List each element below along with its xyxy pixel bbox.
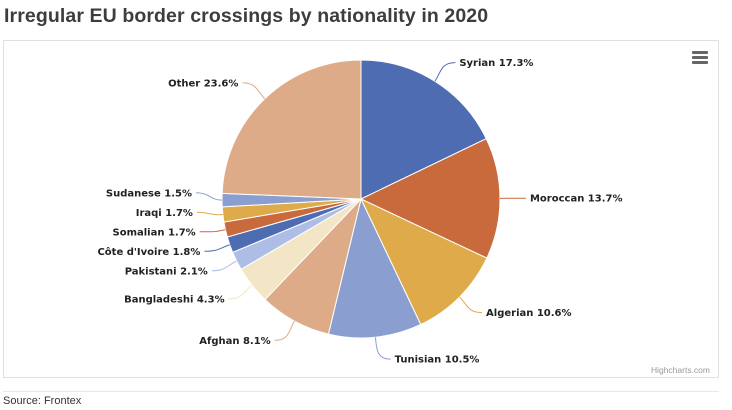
data-labels: Syrian 17.3% Moroccan 13.7% Algerian 10.6%… — [97, 58, 622, 365]
data-label-somalian: Somalian 1.7% — [113, 227, 196, 238]
data-label-bangladeshi: Bangladeshi 4.3% — [124, 294, 224, 305]
connector-other — [242, 82, 266, 100]
data-label-iraqi: Iraqi 1.7% — [136, 208, 193, 219]
connector-algerian — [459, 296, 483, 314]
connector-tunisian — [374, 337, 391, 360]
pie-slice-other[interactable] — [221, 59, 362, 200]
connector-somalian — [199, 229, 226, 233]
connector-c-te-d-ivoire — [204, 244, 230, 252]
label-connectors — [196, 62, 526, 360]
connector-syrian — [434, 62, 456, 82]
data-label-other: Other 23.6% — [168, 78, 238, 89]
data-label-sudanese: Sudanese 1.5% — [106, 188, 192, 199]
data-label-tunisian: Tunisian 10.5% — [395, 355, 480, 366]
pie-slices — [221, 59, 501, 339]
data-label-c-te-d-ivoire: Côte d'Ivoire 1.8% — [97, 246, 200, 258]
divider — [3, 391, 719, 392]
data-label-moroccan: Moroccan 13.7% — [530, 194, 623, 205]
pie-slice-moroccan[interactable] — [359, 137, 501, 259]
connector-iraqi — [196, 211, 223, 216]
connector-pakistani — [211, 260, 237, 272]
connector-sudanese — [196, 192, 223, 201]
source-note: Source: Frontex — [3, 395, 82, 407]
data-label-algerian: Algerian 10.6% — [486, 308, 572, 319]
data-label-afghan: Afghan 8.1% — [199, 336, 270, 347]
connector-bangladeshi — [228, 284, 253, 300]
data-label-syrian: Syrian 17.3% — [459, 58, 533, 69]
page-title: Irregular EU border crossings by nationa… — [4, 5, 489, 27]
hamburger-menu-icon[interactable] — [692, 51, 708, 65]
highcharts-credits[interactable]: Highcharts.com — [650, 365, 710, 375]
data-label-pakistani: Pakistani 2.1% — [125, 266, 208, 277]
connector-afghan — [274, 320, 295, 341]
